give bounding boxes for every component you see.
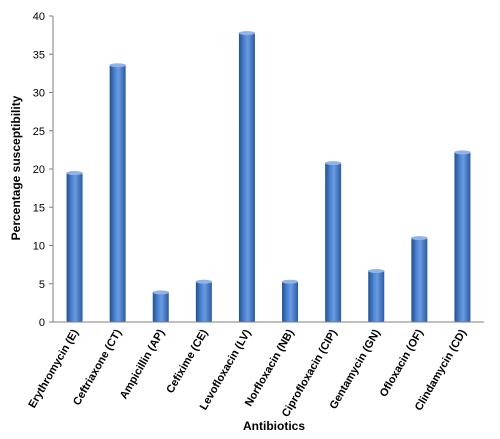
bar [238,32,255,322]
bar [282,280,299,322]
y-tick-label: 20 [33,164,45,176]
y-tick-label: 40 [33,11,45,23]
x-category-label: Ofloxacin (OF) [378,327,426,399]
y-tick-label: 15 [33,202,45,214]
y-tick-label: 35 [33,49,45,61]
bars [66,31,471,322]
y-axis-title: Percentage susceptibility [9,95,23,240]
bar-top-cap [325,161,342,166]
bar-top-cap [195,279,212,284]
y-tick-label: 30 [33,88,45,100]
bar-top-cap [411,236,428,241]
y-axis-ticks: 0 5 10 15 20 25 30 35 40 [33,11,53,329]
bar [411,237,428,322]
x-category-label: Ceftriaxone (CT) [71,327,124,407]
bar [152,291,169,322]
x-axis-category-labels: Erythromycin (E)Ceftriaxone (CT)Ampicill… [26,327,469,419]
x-axis-title: Antibiotics [243,419,305,433]
y-tick-label: 10 [33,241,45,253]
bar-top-cap [454,150,471,155]
bar [454,151,471,322]
bar-top-cap [66,171,83,176]
bar-top-cap [282,279,299,284]
bar [109,64,126,322]
x-category-label: Ampicillin (AP) [118,327,168,401]
y-tick-label: 5 [39,279,45,291]
y-tick-label: 25 [33,126,45,138]
bar-top-cap [109,63,126,68]
bar [325,162,342,322]
bar [195,280,212,322]
bar-top-cap [368,268,385,273]
bar [66,172,83,322]
bar-top-cap [152,290,169,295]
x-category-label: Cefixime (CE) [164,327,210,395]
bar [368,269,385,322]
y-tick-label: 0 [39,317,45,329]
bar-top-cap [238,31,255,36]
